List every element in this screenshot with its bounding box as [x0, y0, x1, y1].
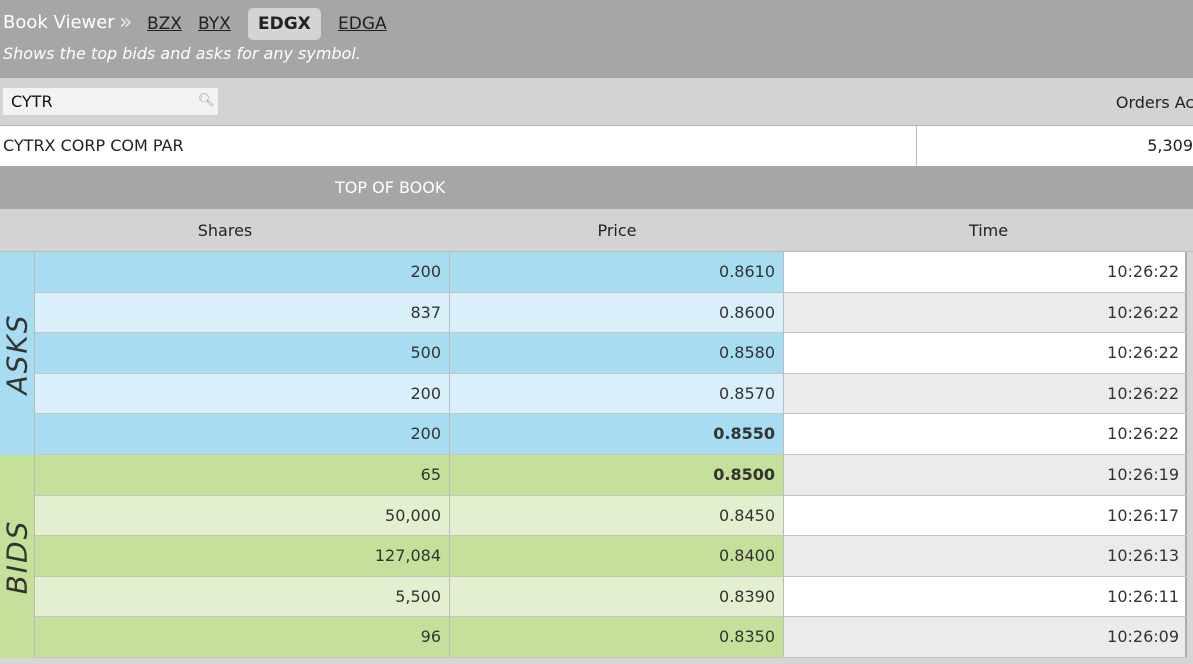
- symbol-name: CYTRX CORP COM PAR: [0, 126, 917, 166]
- tab-bzx[interactable]: BZX: [147, 14, 182, 34]
- time-cell: 10:26:17: [784, 495, 1187, 536]
- price-cell: 0.8600: [450, 292, 784, 333]
- shares-cell: 200: [35, 373, 450, 414]
- bid-row: 50,000 0.8450 10:26:17: [35, 495, 1187, 537]
- tab-edga[interactable]: EDGA: [338, 14, 387, 34]
- price-cell: 0.8390: [450, 576, 784, 617]
- bid-row: 5,500 0.8390 10:26:11: [35, 576, 1187, 618]
- bid-row: 127,084 0.8400 10:26:13: [35, 536, 1187, 577]
- shares-cell: 127,084: [35, 536, 450, 576]
- shares-cell: 837: [35, 292, 450, 333]
- price-cell: 0.8400: [450, 536, 784, 576]
- header: Book Viewer » BZX BYX EDGX EDGA Shows th…: [0, 0, 1193, 78]
- price-cell: 0.8570: [450, 373, 784, 414]
- bids-label-cell: BIDS: [0, 455, 35, 658]
- col-time: Time: [784, 209, 1193, 252]
- asks-label-cell: ASKS: [0, 252, 35, 455]
- time-cell: 10:26:22: [784, 414, 1187, 454]
- time-cell: 10:26:22: [784, 252, 1187, 292]
- shares-cell: 50,000: [35, 495, 450, 536]
- price-cell: 0.8610: [450, 252, 784, 292]
- price-cell: 0.8580: [450, 333, 784, 373]
- orders-label: Orders Acc: [1115, 93, 1193, 112]
- bids-label: BIDS: [0, 519, 34, 594]
- symbol-search-input[interactable]: [3, 88, 218, 115]
- price-cell: 0.8350: [450, 617, 784, 657]
- shares-cell: 5,500: [35, 576, 450, 617]
- shares-cell: 96: [35, 617, 450, 657]
- shares-cell: 500: [35, 333, 450, 373]
- shares-cell: 65: [35, 455, 450, 495]
- section-title: TOP OF BOOK: [335, 178, 446, 197]
- time-cell: 10:26:22: [784, 373, 1187, 414]
- ask-row: 200 0.8610 10:26:22: [35, 252, 1187, 293]
- section-header: TOP OF BOOK: [0, 166, 1193, 209]
- double-chevron-right-icon: »: [119, 10, 133, 35]
- shares-cell: 200: [35, 414, 450, 454]
- shares-cell: 200: [35, 252, 450, 292]
- page-subtitle: Shows the top bids and asks for any symb…: [3, 44, 361, 63]
- ask-row: 200 0.8550 10:26:22: [35, 414, 1187, 455]
- time-cell: 10:26:11: [784, 576, 1187, 617]
- time-cell: 10:26:22: [784, 292, 1187, 333]
- ask-row: 500 0.8580 10:26:22: [35, 333, 1187, 374]
- price-cell: 0.8500: [450, 455, 784, 495]
- bid-row: 65 0.8500 10:26:19: [35, 455, 1187, 496]
- asks-label: ASKS: [0, 312, 34, 395]
- col-shares: Shares: [0, 209, 450, 252]
- ask-row: 200 0.8570 10:26:22: [35, 373, 1187, 415]
- page-title: Book Viewer: [3, 12, 115, 33]
- orders-value: 5,309: [917, 126, 1193, 166]
- time-cell: 10:26:09: [784, 617, 1187, 657]
- search-row: 🔍︎ Orders Acc: [0, 78, 1193, 126]
- tab-edgx[interactable]: EDGX: [248, 8, 321, 40]
- ask-row: 837 0.8600 10:26:22: [35, 292, 1187, 334]
- bid-row: 96 0.8350 10:26:09: [35, 617, 1187, 658]
- time-cell: 10:26:22: [784, 333, 1187, 373]
- col-price: Price: [450, 209, 784, 252]
- time-cell: 10:26:19: [784, 455, 1187, 495]
- price-cell: 0.8550: [450, 414, 784, 454]
- search-icon[interactable]: 🔍︎: [198, 93, 215, 108]
- time-cell: 10:26:13: [784, 536, 1187, 576]
- price-cell: 0.8450: [450, 495, 784, 536]
- tab-byx[interactable]: BYX: [198, 14, 231, 34]
